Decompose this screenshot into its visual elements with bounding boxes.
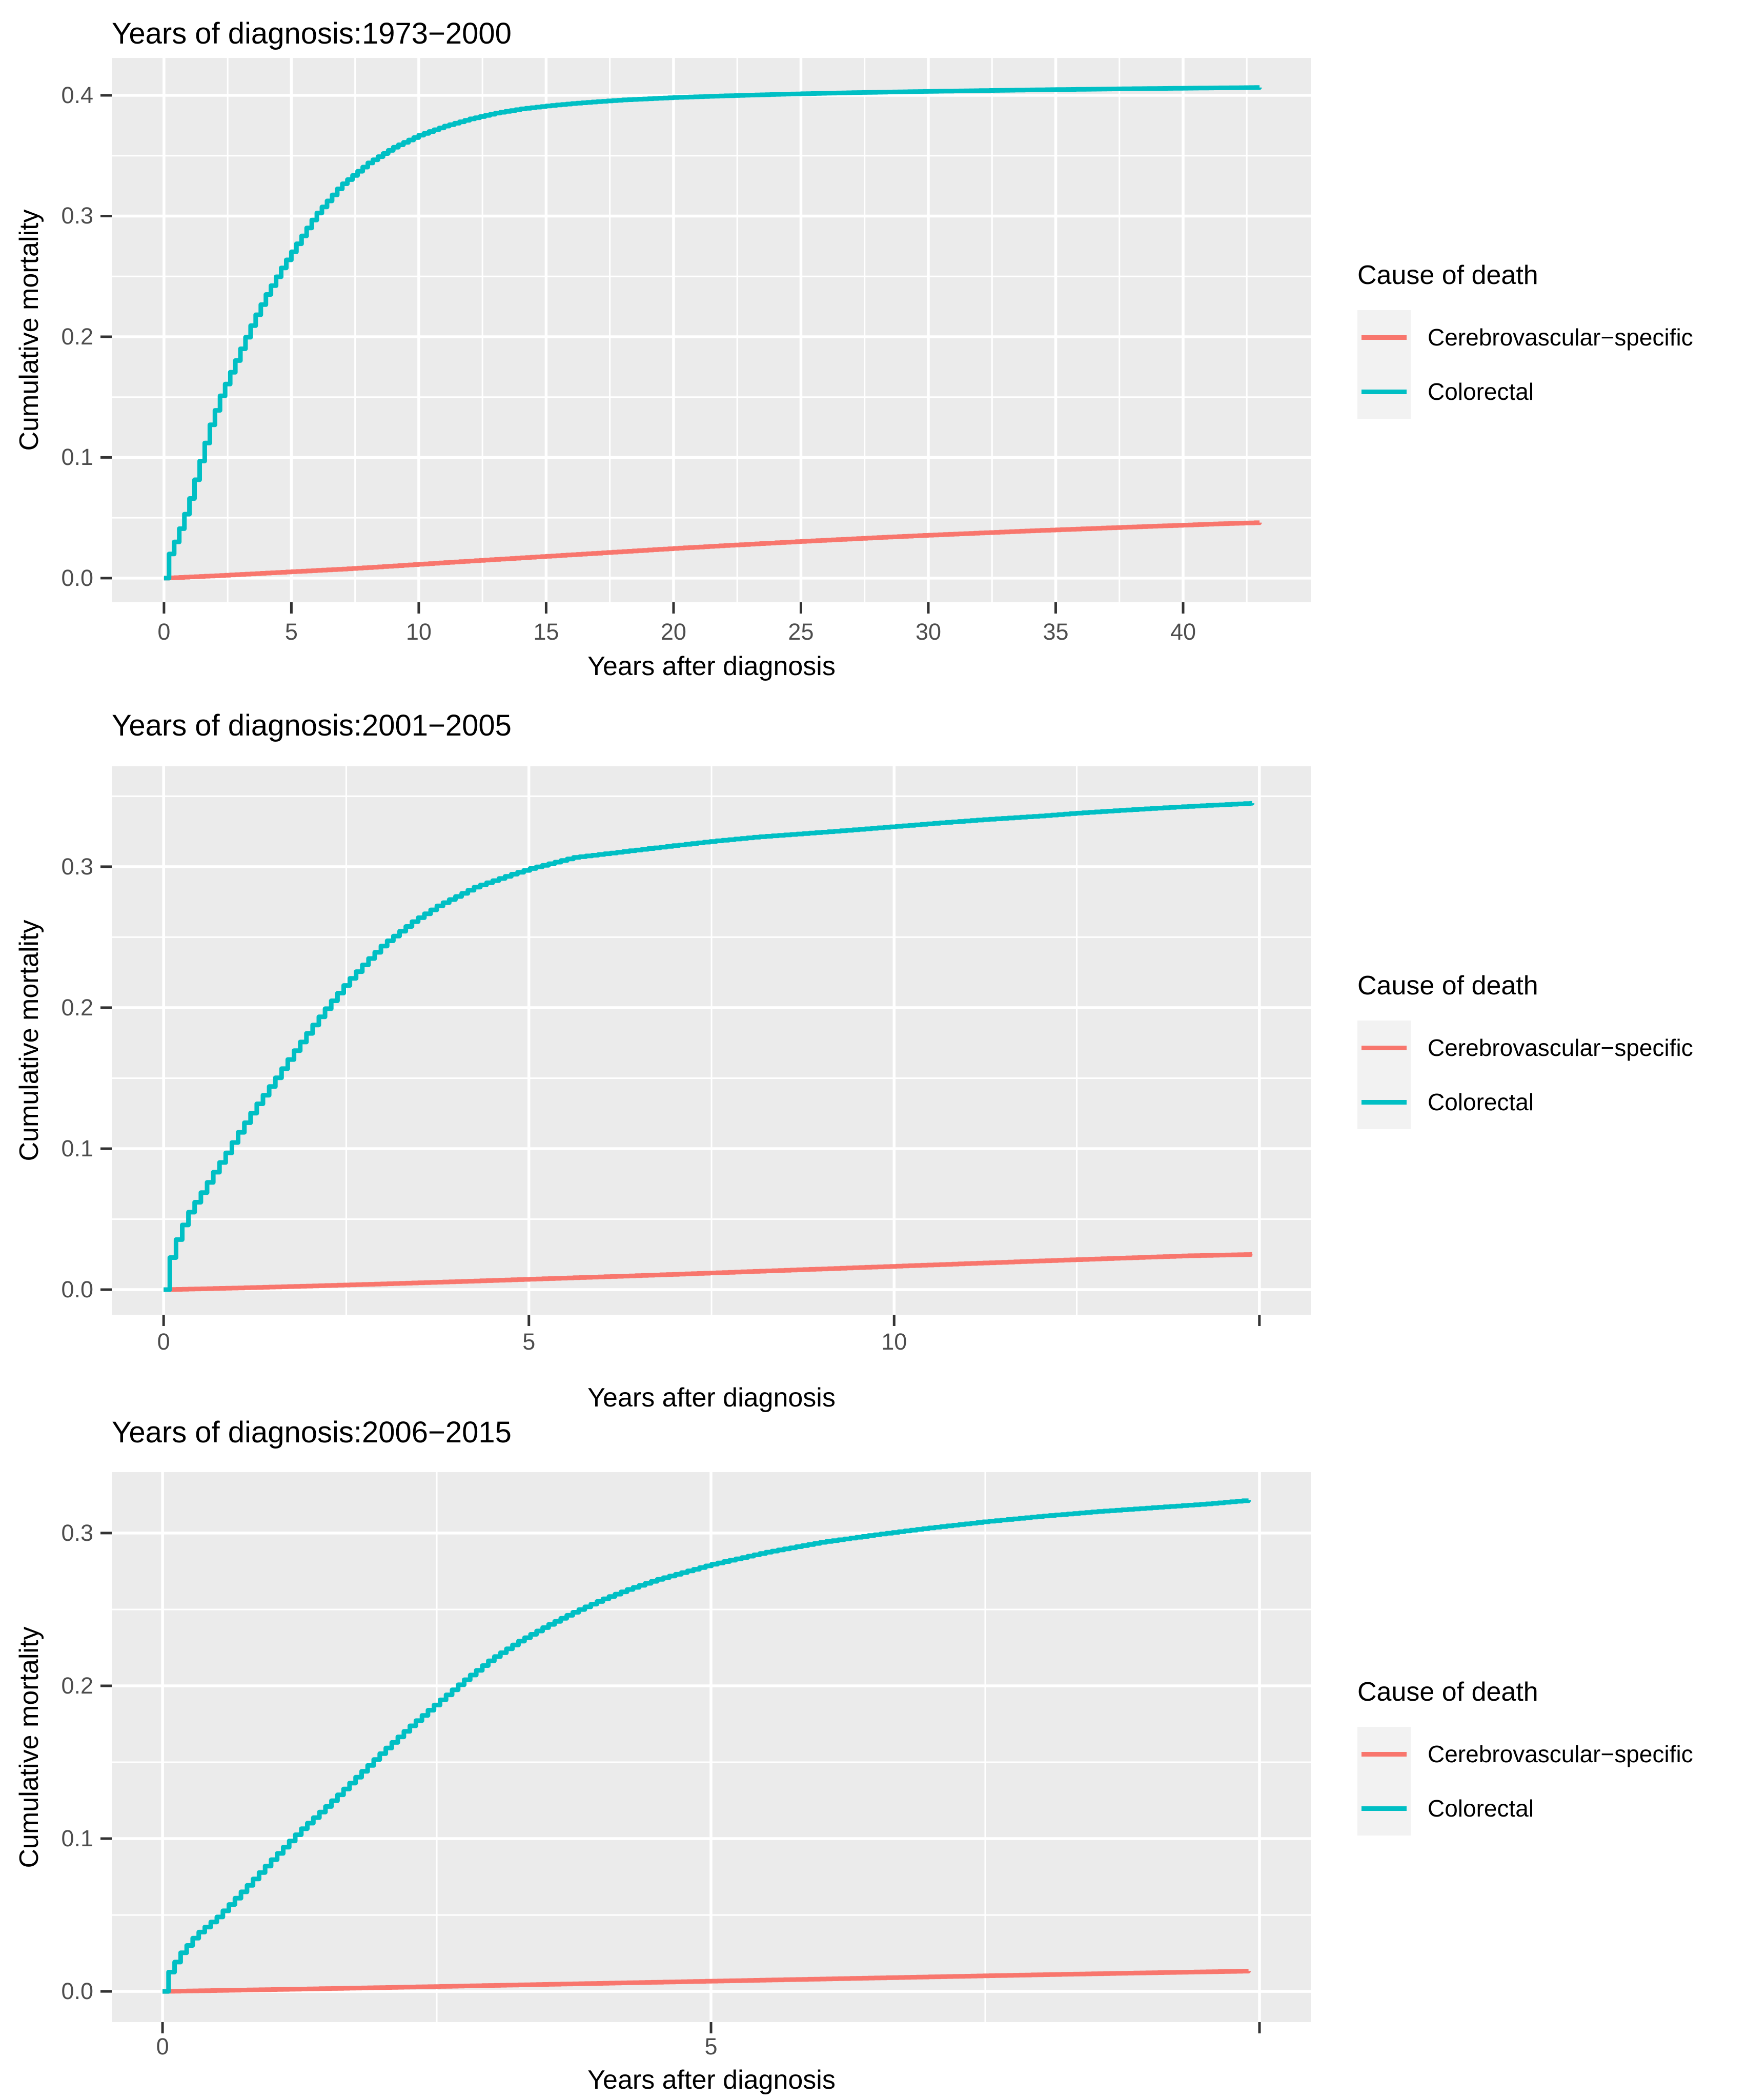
y-tick-label-1: 0.2 — [61, 323, 93, 350]
plot-title-2: Years of diagnosis:2001−2005 — [112, 709, 512, 742]
legend-key-line-cerebrovascular-1 — [1361, 335, 1407, 340]
x-tick-label-1: 25 — [788, 619, 814, 645]
y-axis-title-1: Cumulative mortality — [14, 209, 44, 451]
y-tick-label-1: 0.4 — [61, 81, 93, 108]
x-tick-label-2: 10 — [881, 1329, 907, 1355]
curve-cerebrovascular-panel-1 — [164, 520, 1262, 581]
y-tick-label-2: 0.1 — [61, 1135, 93, 1161]
x-tick-label-3: 5 — [704, 2033, 718, 2060]
legend-title-3: Cause of death — [1357, 1677, 1538, 1707]
y-tick-label-1: 0.3 — [61, 202, 93, 229]
y-tick-label-3: 0.3 — [61, 1519, 93, 1546]
curve-colorectal-panel-2 — [164, 801, 1255, 1292]
x-tick-label-1: 40 — [1170, 619, 1196, 645]
x-axis-title-1: Years after diagnosis — [587, 651, 836, 681]
y-axis-title-3: Cumulative mortality — [14, 1626, 44, 1868]
legend-label-3: Colorectal — [1428, 1795, 1534, 1822]
plot-title-1: Years of diagnosis:1973−2000 — [112, 17, 512, 50]
curve-colorectal-panel-1 — [164, 85, 1262, 581]
curve-colorectal-panel-3 — [162, 1498, 1251, 1994]
x-axis-title-2: Years after diagnosis — [587, 1383, 836, 1413]
legend-label-3: Cerebrovascular−specific — [1428, 1741, 1693, 1767]
plot-title-3: Years of diagnosis:2006−2015 — [112, 1416, 512, 1449]
x-axis-title-3: Years after diagnosis — [587, 2065, 836, 2095]
y-tick-label-1: 0.1 — [61, 444, 93, 471]
x-tick-label-1: 5 — [284, 619, 298, 645]
x-tick-label-1: 10 — [405, 619, 432, 645]
x-tick-label-1: 20 — [660, 619, 686, 645]
panel-background-1 — [112, 58, 1311, 602]
x-tick-label-1: 35 — [1043, 619, 1069, 645]
y-tick-label-2: 0.0 — [61, 1276, 93, 1303]
y-tick-label-2: 0.3 — [61, 853, 93, 880]
x-tick-label-1: 15 — [533, 619, 559, 645]
x-tick-label-2: 0 — [157, 1329, 170, 1355]
legend-key-line-colorectal-3 — [1361, 1806, 1407, 1811]
curve-cerebrovascular-panel-3 — [162, 1969, 1251, 1994]
y-tick-label-2: 0.2 — [61, 994, 93, 1021]
y-axis-title-2: Cumulative mortality — [14, 920, 44, 1161]
legend-label-2: Cerebrovascular−specific — [1428, 1034, 1693, 1061]
legend-key-line-cerebrovascular-2 — [1361, 1045, 1407, 1050]
legend-label-1: Cerebrovascular−specific — [1428, 324, 1693, 351]
legend-label-2: Colorectal — [1428, 1089, 1534, 1115]
x-tick-label-3: 0 — [156, 2033, 169, 2060]
x-tick-label-1: 30 — [915, 619, 941, 645]
y-tick-label-3: 0.0 — [61, 1978, 93, 2005]
y-tick-label-1: 0.0 — [61, 564, 93, 591]
curve-cerebrovascular-panel-2 — [164, 1252, 1253, 1292]
y-tick-label-3: 0.2 — [61, 1672, 93, 1699]
legend-key-line-colorectal-1 — [1361, 389, 1407, 394]
legend-title-2: Cause of death — [1357, 971, 1538, 1001]
legend-title-1: Cause of death — [1357, 260, 1538, 290]
legend-label-1: Colorectal — [1428, 378, 1534, 405]
y-tick-label-3: 0.1 — [61, 1825, 93, 1852]
x-tick-label-2: 5 — [522, 1329, 536, 1355]
legend-key-line-colorectal-2 — [1361, 1099, 1407, 1105]
legend-key-line-cerebrovascular-3 — [1361, 1751, 1407, 1757]
x-tick-label-1: 0 — [157, 619, 171, 645]
